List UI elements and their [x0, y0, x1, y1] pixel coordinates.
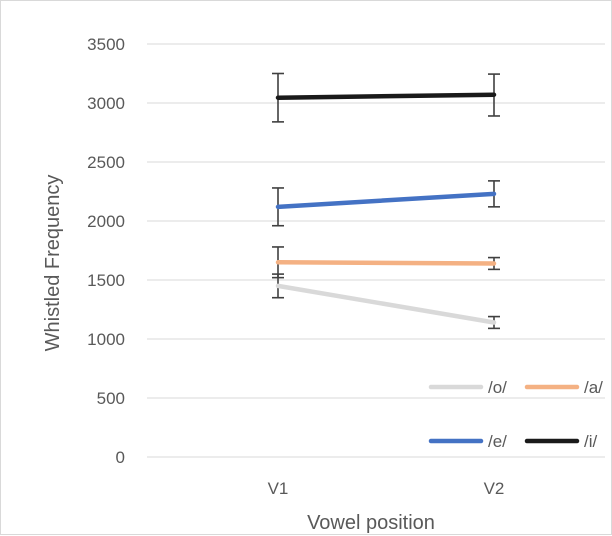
legend: /o/ /a/ /e/ /i/ — [428, 378, 603, 451]
y-tick-label: 1500 — [87, 271, 125, 290]
y-tick-label: 1000 — [87, 330, 125, 349]
series-lines — [275, 92, 497, 325]
x-tick-label: V1 — [268, 479, 289, 498]
x-axis-title: Vowel position — [307, 512, 435, 534]
series-line-e — [275, 191, 497, 210]
x-axis-tick-labels: V1 V2 — [268, 479, 505, 498]
legend-label: /a/ — [584, 378, 603, 397]
series-line-o — [275, 283, 497, 325]
legend-entry-a: /a/ — [524, 378, 603, 397]
y-tick-label: 3500 — [87, 35, 125, 54]
legend-label: /e/ — [488, 432, 507, 451]
legend-label: /o/ — [488, 378, 507, 397]
y-tick-label: 2000 — [87, 212, 125, 231]
legend-label: /i/ — [584, 432, 598, 451]
y-tick-label: 3000 — [87, 94, 125, 113]
y-axis-tick-labels: 0 500 1000 1500 2000 2500 3000 3500 — [87, 35, 125, 467]
y-tick-label: 2500 — [87, 153, 125, 172]
legend-entry-e: /e/ — [428, 432, 507, 451]
y-tick-label: 500 — [97, 389, 125, 408]
gridlines — [147, 43, 605, 458]
legend-entry-i: /i/ — [524, 432, 598, 451]
series-line-a — [275, 260, 497, 266]
legend-entry-o: /o/ — [428, 378, 507, 397]
x-tick-label: V2 — [484, 479, 505, 498]
y-tick-label: 0 — [116, 448, 125, 467]
series-line-i — [275, 92, 497, 100]
y-axis-title: Whistled Frequency — [42, 175, 64, 352]
